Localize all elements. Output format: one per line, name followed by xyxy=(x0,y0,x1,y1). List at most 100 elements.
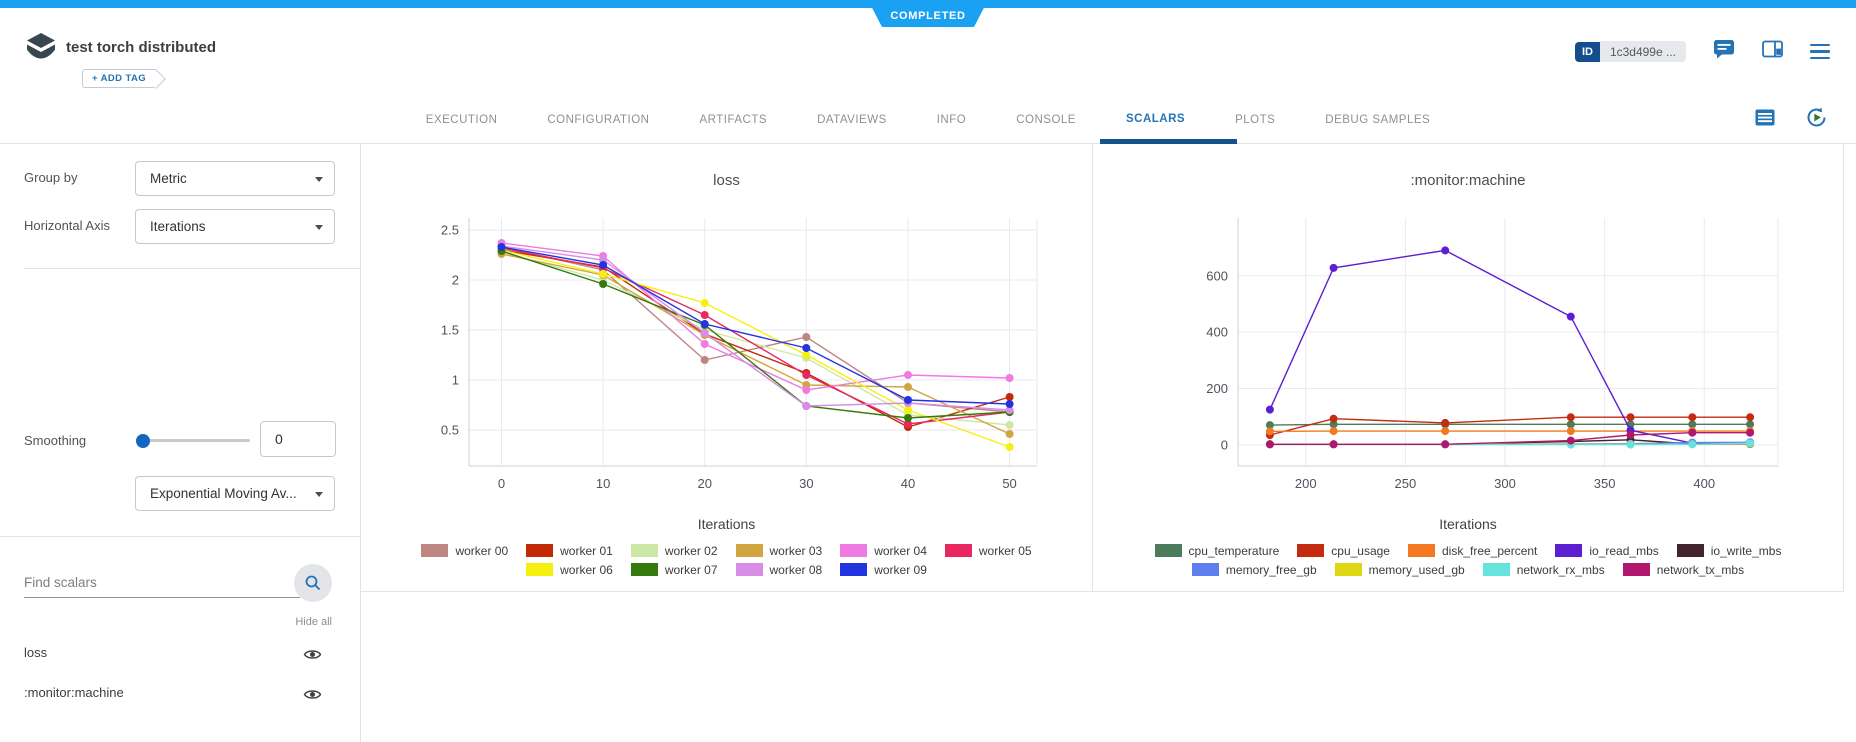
metric-label: :monitor:machine xyxy=(24,685,124,700)
legend-swatch xyxy=(526,544,554,557)
scalars-sidebar: Group by Metric Horizontal Axis Iteratio… xyxy=(0,144,361,742)
legend-item-io_read_mbs[interactable]: io_read_mbs xyxy=(1555,544,1659,558)
legend-item-worker-01[interactable]: worker 01 xyxy=(526,544,613,558)
auto-refresh-icon[interactable] xyxy=(1805,106,1828,134)
svg-text:0.5: 0.5 xyxy=(440,423,458,438)
legend-label: worker 02 xyxy=(664,543,718,558)
legend-item-worker-00[interactable]: worker 00 xyxy=(421,544,508,558)
table-view-icon[interactable] xyxy=(1755,109,1775,131)
comments-icon[interactable] xyxy=(1713,39,1735,64)
legend-item-disk_free_percent[interactable]: disk_free_percent xyxy=(1407,543,1538,558)
legend-item-network_rx_mbs[interactable]: network_rx_mbs xyxy=(1482,563,1605,577)
divider xyxy=(24,268,360,269)
legend-item-worker-03[interactable]: worker 03 xyxy=(735,543,823,558)
svg-text:2: 2 xyxy=(451,273,458,288)
legend-swatch xyxy=(735,544,763,557)
legend-swatch xyxy=(840,563,868,576)
id-badge-label: ID xyxy=(1574,41,1600,62)
legend-item-worker-06[interactable]: worker 06 xyxy=(526,563,613,577)
search-button[interactable] xyxy=(294,564,332,602)
charts-area: loss 0 10 20 30 40 50 0.5 1 1.5 2 2.5 Iterations w… xyxy=(361,144,1856,742)
svg-text:0: 0 xyxy=(497,476,504,491)
legend-label: cpu_temperature xyxy=(1188,543,1280,558)
legend-item-memory_free_gb[interactable]: memory_free_gb xyxy=(1191,562,1317,577)
tab-scalars[interactable]: SCALARS xyxy=(1101,96,1210,143)
legend-label: worker 04 xyxy=(874,543,927,558)
tab-debug-samples[interactable]: DEBUG SAMPLES xyxy=(1325,113,1431,126)
group-by-select[interactable]: Metric xyxy=(135,161,335,196)
metric-row-monitor-machine[interactable]: :monitor:machine xyxy=(0,680,360,708)
legend-swatch xyxy=(1482,563,1510,576)
legend-item-worker-07[interactable]: worker 07 xyxy=(630,562,718,577)
eye-icon[interactable] xyxy=(303,648,322,666)
legend-item-network_tx_mbs[interactable]: network_tx_mbs xyxy=(1622,562,1745,577)
legend-label: worker 00 xyxy=(455,543,509,558)
id-badge-value: 1c3d499e ... xyxy=(1599,41,1686,62)
tab-info[interactable]: INFO xyxy=(936,113,967,126)
legend-item-worker-02[interactable]: worker 02 xyxy=(630,543,718,558)
legend-item-memory_used_gb[interactable]: memory_used_gb xyxy=(1334,562,1465,577)
id-badge[interactable]: ID 1c3d499e ... xyxy=(1574,41,1686,62)
legend-swatch xyxy=(840,544,868,557)
svg-text:400: 400 xyxy=(1693,476,1715,491)
legend-item-worker-09[interactable]: worker 09 xyxy=(840,563,927,577)
svg-text:300: 300 xyxy=(1494,476,1516,491)
tab-console[interactable]: CONSOLE xyxy=(1016,113,1076,126)
monitor-machine-chart-legend: cpu_temperature cpu_usage disk_free_percen… xyxy=(1128,541,1808,579)
header: test torch distributed + ADD TAG ID 1c3d… xyxy=(0,8,1856,96)
page-title: test torch distributed xyxy=(66,39,217,56)
horizontal-axis-select[interactable]: Iterations xyxy=(135,209,335,244)
legend-item-worker-08[interactable]: worker 08 xyxy=(735,562,823,577)
monitor-machine-chart-canvas[interactable]: 200 250 300 350 400 0 200 400 600 xyxy=(1103,204,1833,514)
legend-label: worker 09 xyxy=(874,562,927,577)
tab-execution[interactable]: EXECUTION xyxy=(425,113,498,126)
legend-item-worker-04[interactable]: worker 04 xyxy=(840,544,927,558)
legend-label: network_tx_mbs xyxy=(1656,562,1745,577)
x-axis-label: Iterations xyxy=(1439,516,1497,532)
legend-swatch xyxy=(1555,544,1583,557)
svg-text:20: 20 xyxy=(697,476,711,491)
metric-row-loss[interactable]: loss xyxy=(0,640,360,668)
tab-configuration[interactable]: CONFIGURATION xyxy=(547,113,650,126)
legend-label: worker 07 xyxy=(664,562,718,577)
legend-label: worker 08 xyxy=(769,562,823,577)
metric-label: loss xyxy=(24,645,48,660)
legend-item-worker-05[interactable]: worker 05 xyxy=(944,544,1032,558)
legend-item-cpu_usage[interactable]: cpu_usage xyxy=(1297,544,1390,558)
svg-text:2.5: 2.5 xyxy=(440,223,458,238)
svg-text:400: 400 xyxy=(1206,325,1228,340)
menu-icon[interactable] xyxy=(1810,43,1830,60)
legend-label: worker 03 xyxy=(769,543,823,558)
legend-swatch xyxy=(1407,544,1435,557)
legend-item-cpu_temperature[interactable]: cpu_temperature xyxy=(1154,543,1280,558)
eye-icon[interactable] xyxy=(303,688,322,706)
svg-text:250: 250 xyxy=(1395,476,1417,491)
svg-text:200: 200 xyxy=(1295,476,1317,491)
loss-chart-canvas[interactable]: 0 10 20 30 40 50 0.5 1 1.5 2 2.5 xyxy=(377,204,1077,514)
find-scalars-input[interactable] xyxy=(24,568,300,598)
tab-artifacts[interactable]: ARTIFACTS xyxy=(699,113,768,126)
legend-label: disk_free_percent xyxy=(1441,543,1538,558)
charts-scrollbar-thumb[interactable] xyxy=(1100,139,1237,144)
smoothing-algorithm-select[interactable]: Exponential Moving Av... xyxy=(135,476,335,511)
chart-title: loss xyxy=(713,172,740,189)
legend-swatch xyxy=(1154,544,1182,557)
chevron-down-icon xyxy=(315,177,323,182)
legend-label: memory_free_gb xyxy=(1225,562,1317,577)
add-tag-button[interactable]: + ADD TAG xyxy=(82,69,157,88)
legend-swatch xyxy=(944,544,972,557)
tab-plots[interactable]: PLOTS xyxy=(1235,113,1276,126)
legend-label: worker 06 xyxy=(560,562,613,577)
details-panel-icon[interactable] xyxy=(1762,40,1783,63)
legend-item-io_write_mbs[interactable]: io_write_mbs xyxy=(1676,544,1781,558)
legend-swatch xyxy=(735,563,763,576)
hide-all-button[interactable]: Hide all xyxy=(295,616,332,628)
legend-label: memory_used_gb xyxy=(1368,562,1465,577)
smoothing-slider-knob[interactable] xyxy=(136,433,150,448)
tab-dataviews[interactable]: DATAVIEWS xyxy=(817,113,887,126)
legend-swatch xyxy=(421,544,449,557)
smoothing-slider[interactable] xyxy=(136,433,250,448)
legend-swatch xyxy=(1334,563,1362,576)
legend-swatch xyxy=(630,544,658,557)
smoothing-value-input[interactable] xyxy=(260,421,336,457)
